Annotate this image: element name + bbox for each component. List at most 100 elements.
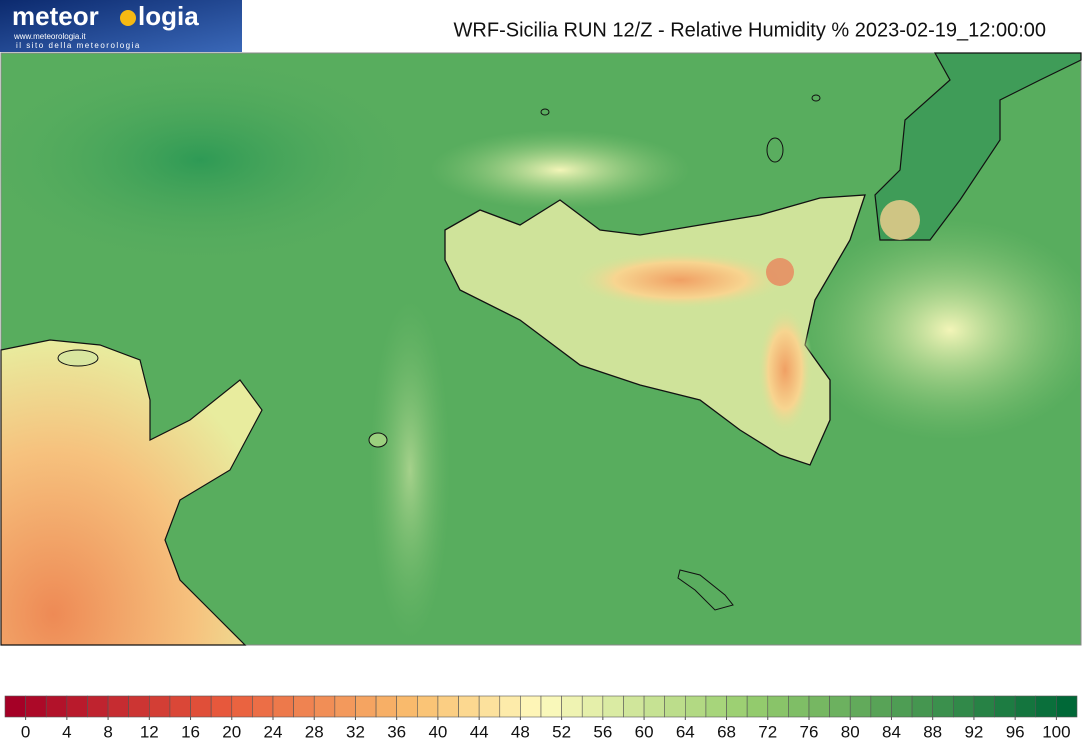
- colorbar-tick-label: 20: [222, 722, 241, 739]
- colorbar-tick-label: 96: [1006, 722, 1025, 739]
- colorbar-tick-label: 4: [62, 722, 71, 739]
- colorbar-tick-label: 84: [882, 722, 901, 739]
- colorbar-cell: [808, 695, 830, 718]
- dry-spot: [880, 200, 920, 240]
- colorbar-cell: [107, 695, 129, 718]
- colorbar-tick-label: 32: [346, 722, 365, 739]
- colorbar-cell: [396, 695, 418, 718]
- colorbar-tick-label: 80: [841, 722, 860, 739]
- dry-spot: [766, 258, 794, 286]
- island: [540, 108, 550, 116]
- colorbar-cell: [788, 695, 810, 718]
- colorbar-tick-label: 64: [676, 722, 695, 739]
- colorbar-tick-label: 36: [387, 722, 406, 739]
- colorbar-tick-label: 72: [758, 722, 777, 739]
- colorbar-cell: [602, 695, 624, 718]
- humid-area: [0, 50, 430, 270]
- colorbar-cell: [1056, 695, 1078, 718]
- colorbar-cell: [891, 695, 913, 718]
- island: [57, 349, 99, 367]
- colorbar-cell: [272, 695, 294, 718]
- colorbar-cell: [375, 695, 397, 718]
- colorbar-cell: [437, 695, 459, 718]
- colorbar-tick-label: 88: [923, 722, 942, 739]
- colorbar-tick-label: 8: [103, 722, 112, 739]
- colorbar-cell: [953, 695, 975, 718]
- logo-sun: [120, 10, 136, 26]
- colorbar-cell: [623, 695, 645, 718]
- colorbar-tick-label: 52: [552, 722, 571, 739]
- colorbar-cell: [293, 695, 315, 718]
- colorbar-tick-label: 24: [264, 722, 283, 739]
- island: [766, 137, 784, 163]
- colorbar-cell: [149, 695, 171, 718]
- logo-background: [0, 0, 242, 52]
- colorbar-cell: [664, 695, 686, 718]
- colorbar-tick-label: 100: [1042, 722, 1070, 739]
- colorbar-tick-label: 12: [140, 722, 159, 739]
- colorbar-cell: [849, 695, 872, 718]
- colorbar-tick-label: 44: [470, 722, 489, 739]
- colorbar-cell: [417, 695, 439, 718]
- colorbar-tick-label: 60: [635, 722, 654, 739]
- colorbar-cell: [767, 695, 789, 718]
- colorbar-cell: [231, 695, 253, 718]
- colorbar-cell: [313, 695, 336, 718]
- map-title: WRF-Sicilia RUN 12/Z - Relative Humidity…: [454, 19, 1046, 41]
- colorbar-tick-label: 56: [593, 722, 612, 739]
- logo-url: www.meteorologia.it: [13, 32, 86, 41]
- colorbar-cell: [973, 695, 995, 718]
- colorbar-tick-label: 68: [717, 722, 736, 739]
- colorbar-cell: [643, 695, 665, 718]
- colorbar-tick-label: 0: [21, 722, 30, 739]
- dry-area: [570, 250, 790, 310]
- moist-band: [800, 220, 1082, 440]
- map: [0, 50, 1082, 646]
- colorbar-tick-label: 76: [800, 722, 819, 739]
- colorbar-cell: [1035, 695, 1057, 718]
- malta: [677, 569, 734, 611]
- colorbar-tick-label: 92: [964, 722, 983, 739]
- colorbar-tick-label: 48: [511, 722, 530, 739]
- colorbar-cell: [540, 695, 562, 718]
- colorbar-cell: [458, 695, 480, 718]
- pantelleria: [368, 432, 388, 448]
- colorbar-tick-label: 16: [181, 722, 200, 739]
- colorbar-tick-label: 40: [428, 722, 447, 739]
- colorbar-cell: [478, 695, 501, 718]
- colorbar-cell: [685, 695, 707, 718]
- logo-tagline: il sito della meteorologia: [16, 41, 141, 50]
- colorbar-cell: [561, 695, 583, 718]
- colorbar-cell: [4, 695, 26, 718]
- colorbar-cell: [746, 695, 769, 718]
- colorbar-cell: [829, 695, 851, 718]
- island: [811, 94, 821, 102]
- colorbar-cell: [911, 695, 933, 718]
- moist-band: [370, 300, 450, 640]
- colorbar-cell: [334, 695, 356, 718]
- colorbar-cell: [25, 695, 47, 718]
- colorbar-cell: [87, 695, 109, 718]
- calabria: [874, 52, 1082, 241]
- colorbar-cell: [994, 695, 1016, 718]
- logo-name-end: logia: [138, 1, 199, 31]
- colorbar-cell: [66, 695, 88, 718]
- colorbar-tick-label: 28: [305, 722, 324, 739]
- colorbar-cell: [169, 695, 191, 718]
- colorbar-cell: [252, 695, 274, 718]
- colorbar-cell: [1014, 695, 1037, 718]
- colorbar-cell: [128, 695, 150, 718]
- colorbar: 0 4 8 12 16 20 24 28 32 36 40 44 48 52 56 60 64 68 72 76 80 8…: [4, 695, 1078, 741]
- colorbar-cell: [190, 695, 212, 718]
- colorbar-cell: [499, 695, 521, 718]
- colorbar-cell: [45, 695, 68, 718]
- colorbar-cell: [210, 695, 233, 718]
- colorbar-cell: [355, 695, 377, 718]
- colorbar-cell: [520, 695, 542, 718]
- logo-name-start: meteor: [12, 1, 99, 31]
- logo: meteor logia www.meteorologia.it il sito…: [0, 0, 242, 52]
- colorbar-cell: [870, 695, 892, 718]
- tunisia-coast: [0, 339, 263, 646]
- colorbar-cell: [726, 695, 748, 718]
